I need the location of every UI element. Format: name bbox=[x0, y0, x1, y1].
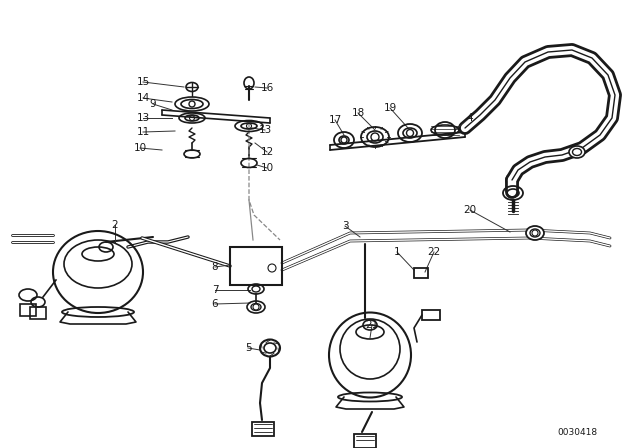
Text: 10: 10 bbox=[260, 163, 273, 173]
Bar bbox=[252, 422, 274, 436]
Bar bbox=[422, 310, 440, 320]
Bar bbox=[354, 434, 376, 448]
Bar bbox=[30, 307, 46, 319]
Text: 0030418: 0030418 bbox=[558, 428, 598, 437]
Text: 13: 13 bbox=[136, 113, 150, 123]
Text: 19: 19 bbox=[383, 103, 397, 113]
Text: 18: 18 bbox=[351, 108, 365, 118]
Text: 14: 14 bbox=[136, 93, 150, 103]
Text: 7: 7 bbox=[212, 285, 218, 295]
Text: 16: 16 bbox=[260, 83, 274, 93]
Text: 3: 3 bbox=[342, 221, 348, 231]
Text: 12: 12 bbox=[260, 147, 274, 157]
Bar bbox=[414, 268, 428, 278]
Text: 17: 17 bbox=[328, 115, 342, 125]
Text: 21: 21 bbox=[365, 320, 379, 330]
Text: 2: 2 bbox=[112, 220, 118, 230]
Text: 4: 4 bbox=[467, 113, 474, 123]
Text: 8: 8 bbox=[212, 262, 218, 272]
Bar bbox=[230, 247, 282, 285]
Text: 13: 13 bbox=[259, 125, 271, 135]
Ellipse shape bbox=[569, 146, 585, 158]
Text: 20: 20 bbox=[463, 205, 477, 215]
Text: 5: 5 bbox=[244, 343, 252, 353]
Text: 22: 22 bbox=[428, 247, 440, 257]
Text: 11: 11 bbox=[136, 127, 150, 137]
Text: 9: 9 bbox=[150, 99, 156, 109]
Text: 15: 15 bbox=[136, 77, 150, 87]
Bar bbox=[20, 304, 36, 316]
Ellipse shape bbox=[526, 226, 544, 240]
Text: 10: 10 bbox=[133, 143, 147, 153]
Text: 1: 1 bbox=[394, 247, 400, 257]
Text: 6: 6 bbox=[212, 299, 218, 309]
